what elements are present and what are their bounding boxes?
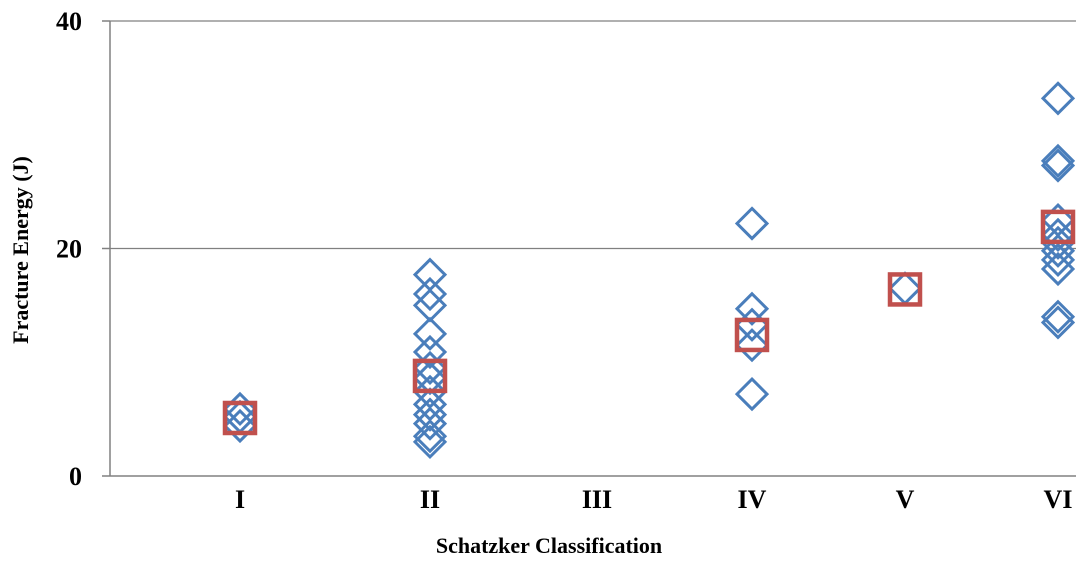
x-tick-label: IV <box>738 485 767 514</box>
diamond-point <box>412 288 448 323</box>
x-tick-label: I <box>235 485 245 514</box>
x-tick-label: V <box>896 485 915 514</box>
diamond-point <box>412 424 448 459</box>
diamond-point <box>1040 148 1076 183</box>
x-axis-title: Schatzker Classification <box>436 533 662 558</box>
diamond-point <box>1040 217 1076 252</box>
diamond-point <box>1040 299 1076 334</box>
diamond-point <box>734 376 770 412</box>
diamond-point <box>412 406 448 441</box>
mean-square-point <box>887 272 923 307</box>
y-axis-title: Fracture Energy (J) <box>8 156 33 344</box>
diamond-point <box>412 387 448 422</box>
diamond-point <box>1040 81 1076 116</box>
y-tick-label: 20 <box>56 235 82 264</box>
diamond-point <box>1040 143 1076 179</box>
x-tick-labels: I II III IV V VI <box>235 485 1073 514</box>
diamond-point <box>412 419 448 454</box>
diamond-point <box>734 328 770 363</box>
gridlines <box>102 20 1076 477</box>
x-tick-label: III <box>582 485 612 514</box>
diamond-point <box>412 257 448 292</box>
diamond-point <box>1040 202 1076 238</box>
y-tick-label: 0 <box>69 462 82 491</box>
mean-square-point <box>412 358 448 394</box>
mean-square-point <box>734 317 770 353</box>
x-tick-label: VI <box>1044 485 1073 514</box>
mean-square-point <box>1040 209 1076 245</box>
axes <box>109 21 1076 477</box>
diamond-point <box>412 276 448 312</box>
y-tick-label: 40 <box>56 7 82 36</box>
diamond-point <box>1040 305 1076 340</box>
diamond-point <box>412 374 448 409</box>
y-tick-labels: 0 20 40 <box>56 7 82 491</box>
mean-square-point <box>222 400 258 436</box>
diamond-point <box>887 271 923 306</box>
x-tick-label: II <box>420 485 440 514</box>
data-points <box>222 81 1076 459</box>
diamond-point <box>412 316 448 351</box>
diamond-point <box>412 334 448 370</box>
diamond-point <box>734 206 770 241</box>
diamond-point <box>734 291 770 326</box>
